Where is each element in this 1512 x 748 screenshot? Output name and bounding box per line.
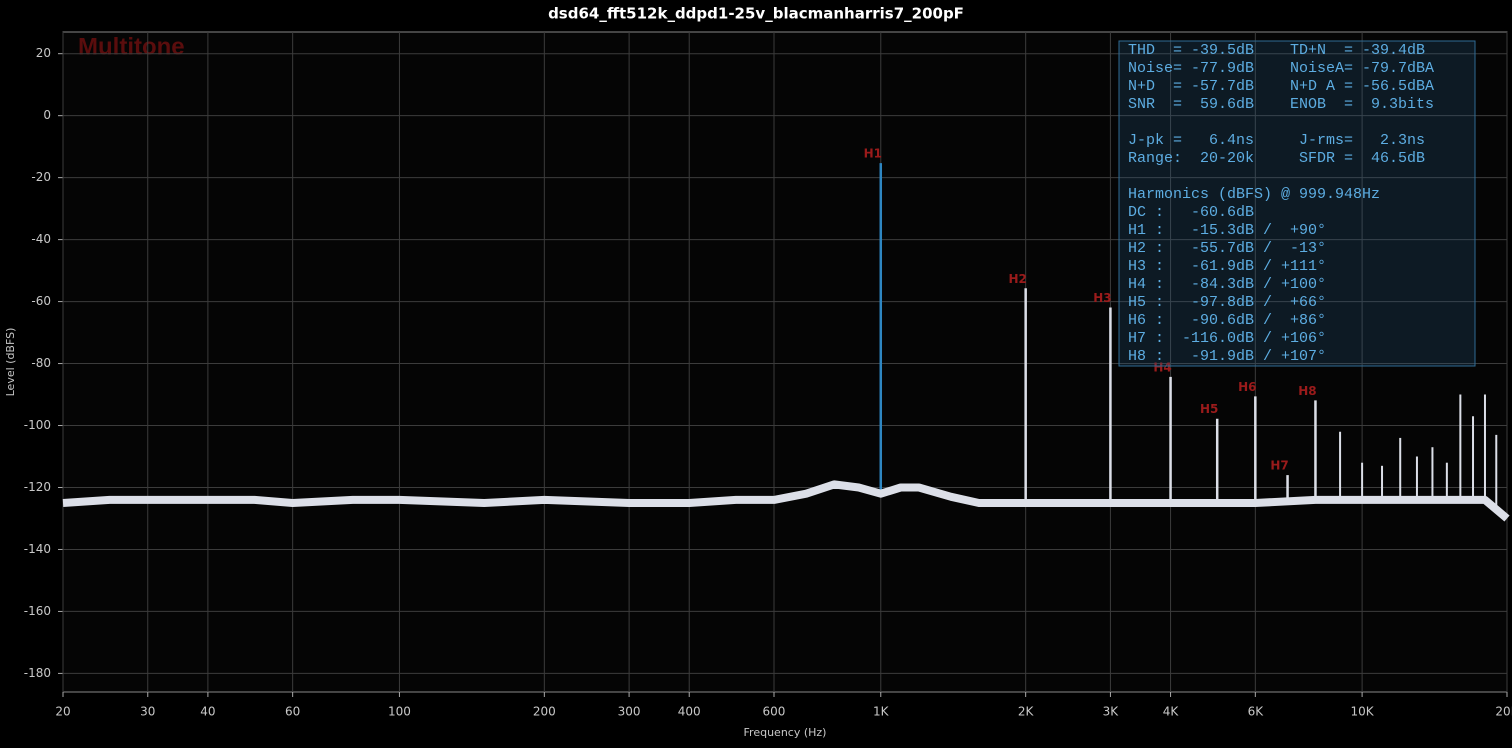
stats-line: H6 : -90.6dB / +86°	[1128, 312, 1326, 329]
y-tick-label: -100	[24, 418, 51, 432]
harmonic-label: H1	[864, 147, 882, 161]
stats-line: H3 : -61.9dB / +111°	[1128, 258, 1326, 275]
x-tick-label: 200	[533, 705, 556, 719]
x-tick-label: 6K	[1248, 705, 1265, 719]
y-tick-label: -180	[24, 666, 51, 680]
stats-line: H5 : -97.8dB / +66°	[1128, 294, 1326, 311]
y-tick-label: 20	[36, 46, 51, 60]
x-tick-label: 30	[140, 705, 155, 719]
x-tick-label: 2K	[1018, 705, 1035, 719]
stats-line: DC : -60.6dB	[1128, 204, 1254, 221]
x-tick-label: 3K	[1103, 705, 1120, 719]
harmonic-label: H5	[1200, 402, 1218, 416]
harmonic-label: H4	[1153, 360, 1171, 374]
x-axis-label: Frequency (Hz)	[744, 726, 827, 739]
chart-title: dsd64_fft512k_ddpd1-25v_blacmanharris7_2…	[548, 5, 964, 23]
stats-line: H1 : -15.3dB / +90°	[1128, 222, 1326, 239]
x-tick-label: 1K	[873, 705, 890, 719]
harmonic-label: H8	[1298, 384, 1316, 398]
y-tick-label: -160	[24, 604, 51, 618]
x-tick-label: 600	[763, 705, 786, 719]
y-axis-label: Level (dBFS)	[4, 328, 17, 397]
x-tick-label: 10K	[1351, 705, 1375, 719]
stats-line: J-pk = 6.4ns J-rms= 2.3ns	[1128, 132, 1425, 149]
stats-line: SNR = 59.6dB ENOB = 9.3bits	[1128, 96, 1434, 113]
stats-box	[1118, 40, 1476, 367]
y-tick-label: -20	[31, 170, 51, 184]
harmonic-label: H6	[1238, 380, 1256, 394]
stats-line: THD = -39.5dB TD+N = -39.4dB	[1128, 42, 1425, 59]
harmonic-label: H2	[1008, 272, 1026, 286]
x-tick-label: 40	[200, 705, 215, 719]
harmonic-label: H7	[1270, 459, 1288, 473]
harmonic-label: H3	[1093, 291, 1111, 305]
plot-area	[62, 31, 1508, 693]
y-tick-label: 0	[43, 108, 51, 122]
x-tick-label: 100	[388, 705, 411, 719]
x-tick-label: 4K	[1163, 705, 1180, 719]
x-tick-label: 20	[55, 705, 70, 719]
stats-line: H7 : -116.0dB / +106°	[1128, 330, 1326, 347]
stats-line: H4 : -84.3dB / +100°	[1128, 276, 1326, 293]
stats-line: N+D = -57.7dB N+D A = -56.5dBA	[1128, 78, 1434, 95]
x-tick-label: 60	[285, 705, 300, 719]
stats-line: Harmonics (dBFS) @ 999.948Hz	[1128, 186, 1380, 203]
stats-line: H2 : -55.7dB / -13°	[1128, 240, 1326, 257]
x-tick-label: 400	[678, 705, 701, 719]
stats-line: Range: 20-20k SFDR = 46.5dB	[1128, 150, 1425, 167]
y-tick-label: -140	[24, 542, 51, 556]
y-tick-label: -80	[31, 356, 51, 370]
y-tick-label: -60	[31, 294, 51, 308]
stats-line: H8 : -91.9dB / +107°	[1128, 348, 1326, 365]
x-tick-label: 20K	[1495, 705, 1512, 719]
watermark: Multitone	[78, 33, 185, 60]
x-tick-label: 300	[618, 705, 641, 719]
y-tick-label: -40	[31, 232, 51, 246]
stats-line: Noise= -77.9dB NoiseA= -79.7dBA	[1128, 60, 1434, 77]
noise-floor	[62, 480, 1510, 522]
y-tick-label: -120	[24, 480, 51, 494]
